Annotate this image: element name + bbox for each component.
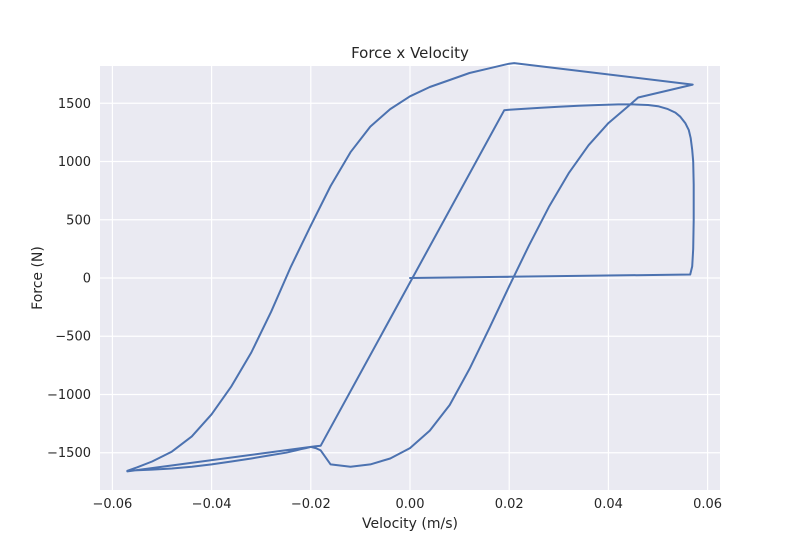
x-tick-label: 0.02 — [495, 497, 524, 512]
y-tick-label: 500 — [66, 213, 91, 228]
x-tick-label: −0.04 — [192, 497, 232, 512]
y-tick-label: 1000 — [58, 155, 91, 170]
x-axis-label: Velocity (m/s) — [362, 516, 458, 532]
x-tick-label: −0.02 — [291, 497, 331, 512]
x-tick-label: 0.04 — [594, 497, 623, 512]
y-axis-label: Force (N) — [30, 246, 46, 310]
series-layer — [126, 62, 695, 473]
x-tick-label: 0.00 — [396, 497, 425, 512]
y-tick-label: 1500 — [58, 97, 91, 112]
x-tick-labels: −0.06 −0.04 −0.02 0.00 0.02 0.04 0.06 — [92, 497, 722, 512]
series-line — [126, 62, 695, 473]
x-tick-label: 0.06 — [693, 497, 722, 512]
y-tick-labels: −1500 −1000 −500 0 500 1000 1500 — [47, 97, 91, 461]
y-tick-label: −1000 — [47, 388, 91, 403]
chart-title: Force x Velocity — [351, 44, 469, 62]
y-tick-label: −500 — [55, 330, 91, 345]
x-tick-label: −0.06 — [92, 497, 132, 512]
y-tick-label: 0 — [83, 272, 91, 287]
y-tick-label: −1500 — [47, 446, 91, 461]
